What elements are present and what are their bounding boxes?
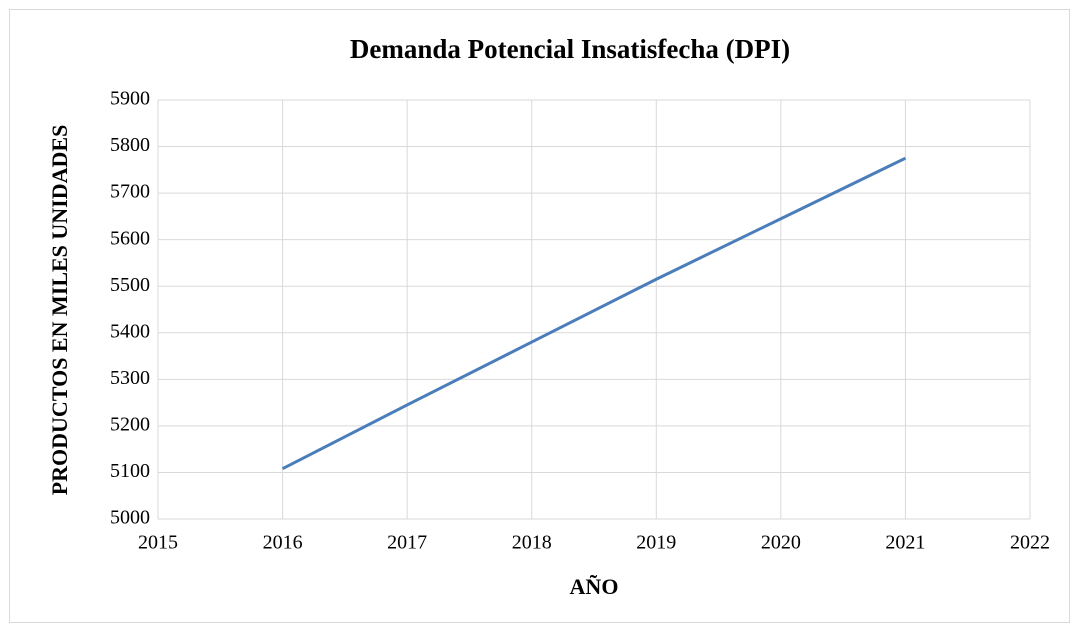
y-tick-label: 5700: [110, 181, 150, 203]
y-tick-label: 5900: [110, 88, 150, 110]
y-tick-label: 5200: [110, 413, 150, 435]
y-tick-label: 5100: [110, 460, 150, 482]
y-tick-label: 5400: [110, 320, 150, 342]
x-tick-label: 2020: [761, 532, 801, 554]
x-tick-label: 2022: [1010, 532, 1050, 554]
y-tick-label: 5600: [110, 227, 150, 249]
x-tick-label: 2021: [885, 532, 925, 554]
x-tick-label: 2019: [636, 532, 676, 554]
x-tick-label: 2015: [138, 532, 178, 554]
x-tick-label: 2016: [263, 532, 303, 554]
chart-frame: [9, 9, 1070, 623]
x-tick-label: 2018: [512, 532, 552, 554]
chart-title: Demanda Potencial Insatisfecha (DPI): [350, 34, 790, 64]
x-tick-label: 2017: [387, 532, 427, 554]
y-tick-label: 5500: [110, 274, 150, 296]
y-tick-label: 5800: [110, 134, 150, 156]
y-tick-label: 5000: [110, 507, 150, 529]
x-axis-label: AÑO: [570, 574, 619, 599]
data-line: [281, 156, 907, 471]
y-axis-label: PRODUCTOS EN MILES UNIDADES: [47, 125, 72, 496]
y-tick-label: 5300: [110, 367, 150, 389]
